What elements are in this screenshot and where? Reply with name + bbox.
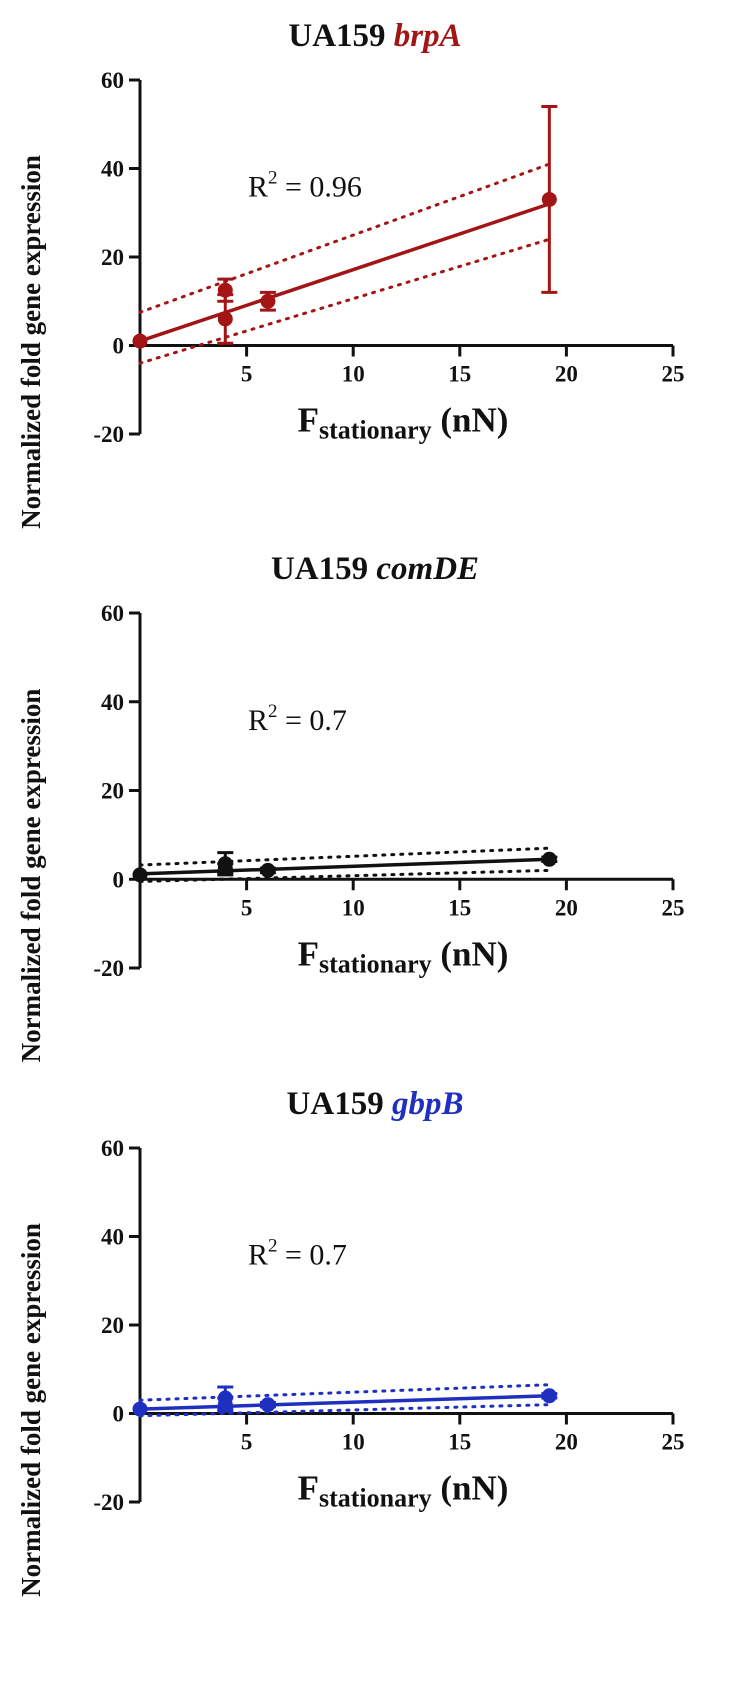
- x-tick-label: 15: [448, 895, 471, 920]
- data-point: [260, 1397, 276, 1413]
- r-squared-r: R: [248, 171, 268, 204]
- data-point: [217, 860, 233, 876]
- confidence-band-upper: [138, 162, 551, 314]
- r-squared-annotation: R2 = 0.7: [248, 701, 347, 737]
- x-tick-label: 5: [241, 895, 253, 920]
- chart-title-gene: comDE: [376, 551, 479, 587]
- r-squared-r: R: [248, 704, 268, 737]
- confidence-band-lower: [138, 868, 551, 883]
- x-axis-label: Fstationary (nN): [298, 401, 509, 445]
- y-tick-label: -20: [93, 422, 124, 447]
- x-axis-label-unit: (nN): [432, 401, 509, 440]
- chart-title-gene: gbpB: [391, 1086, 464, 1122]
- confidence-band-lower: [138, 237, 551, 365]
- regression-line: [139, 202, 550, 343]
- x-tick-label: 5: [241, 362, 253, 387]
- chart-panel-2: UA159 comDE Normalized fold gene expressi…: [16, 551, 685, 1062]
- chart-title-gene: brpA: [394, 18, 462, 54]
- x-tick-label: 25: [662, 362, 685, 387]
- r-squared-annotation: R2 = 0.7: [248, 1236, 347, 1272]
- y-tick-label: 20: [101, 1313, 124, 1338]
- r-squared-value: = 0.7: [278, 704, 347, 737]
- data-point: [260, 862, 276, 878]
- y-tick-label: 20: [101, 779, 124, 804]
- y-tick-label: 60: [101, 68, 124, 93]
- data-point: [541, 191, 557, 207]
- r-squared-r: R: [248, 1239, 268, 1272]
- data-point: [132, 1401, 148, 1417]
- x-tick-label: 25: [662, 895, 685, 920]
- x-tick-label: 10: [342, 895, 365, 920]
- y-tick-label: -20: [93, 956, 124, 981]
- data-point: [541, 851, 557, 867]
- x-axis-label-main: F: [298, 934, 319, 973]
- x-tick-label: 5: [241, 1430, 253, 1455]
- x-axis-label-main: F: [298, 1469, 319, 1508]
- chart-panel-3: UA159 gbpB Normalized fold gene expressio…: [16, 1086, 685, 1597]
- chart-title: UA159 brpA: [288, 18, 461, 54]
- y-axis-label: Normalized fold gene expression: [16, 1223, 46, 1597]
- y-tick-label: 0: [113, 334, 125, 359]
- data-point: [132, 867, 148, 883]
- y-axis-label: Normalized fold gene expression: [16, 155, 46, 529]
- y-tick-label: 0: [113, 1402, 125, 1427]
- confidence-band-upper: [138, 846, 551, 867]
- x-tick-label: 25: [662, 1430, 685, 1455]
- x-axis-label: Fstationary (nN): [298, 934, 509, 978]
- x-axis-label: Fstationary (nN): [298, 1469, 509, 1513]
- r-squared-sup: 2: [268, 1236, 278, 1257]
- regression-line: [139, 1394, 550, 1411]
- r-squared-value: = 0.7: [278, 1239, 347, 1272]
- y-tick-label: 40: [101, 157, 124, 182]
- x-tick-label: 20: [555, 895, 578, 920]
- data-point: [217, 1397, 233, 1413]
- y-tick-label: -20: [93, 1490, 124, 1515]
- x-tick-label: 10: [342, 1430, 365, 1455]
- chart-panel-1: UA159 brpA Normalized fold gene expressio…: [16, 18, 685, 529]
- regression-line: [139, 857, 550, 876]
- y-tick-label: 20: [101, 245, 124, 270]
- y-tick-label: 60: [101, 601, 124, 626]
- x-tick-label: 15: [448, 1430, 471, 1455]
- y-axis-label: Normalized fold gene expression: [16, 689, 46, 1063]
- data-point: [541, 1388, 557, 1404]
- chart-title: UA159 gbpB: [287, 1086, 464, 1122]
- x-tick-label: 20: [555, 1430, 578, 1455]
- x-axis-label-main: F: [298, 401, 319, 440]
- r-squared-annotation: R2 = 0.96: [248, 168, 362, 204]
- chart-title-prefix: UA159: [287, 1086, 392, 1122]
- x-axis-label-subscript: stationary: [319, 949, 432, 978]
- x-axis-label-unit: (nN): [432, 1469, 509, 1508]
- x-tick-label: 15: [448, 362, 471, 387]
- confidence-band-upper: [138, 1383, 551, 1402]
- confidence-band-lower: [138, 1403, 551, 1418]
- x-axis-label-subscript: stationary: [319, 1484, 432, 1513]
- r-squared-value: = 0.96: [278, 171, 362, 204]
- chart-title-prefix: UA159: [271, 551, 376, 587]
- data-point: [132, 333, 148, 349]
- chart-title: UA159 comDE: [271, 551, 479, 587]
- data-point: [260, 293, 276, 309]
- r-squared-sup: 2: [268, 168, 278, 189]
- x-axis-label-subscript: stationary: [319, 416, 432, 445]
- y-tick-label: 0: [113, 867, 125, 892]
- x-tick-label: 10: [342, 362, 365, 387]
- chart-title-prefix: UA159: [288, 18, 393, 54]
- y-tick-label: 40: [101, 690, 124, 715]
- y-tick-label: 40: [101, 1225, 124, 1250]
- r-squared-sup: 2: [268, 701, 278, 722]
- y-tick-label: 60: [101, 1136, 124, 1161]
- data-point: [217, 311, 233, 327]
- x-axis-label-unit: (nN): [432, 934, 509, 973]
- x-tick-label: 20: [555, 362, 578, 387]
